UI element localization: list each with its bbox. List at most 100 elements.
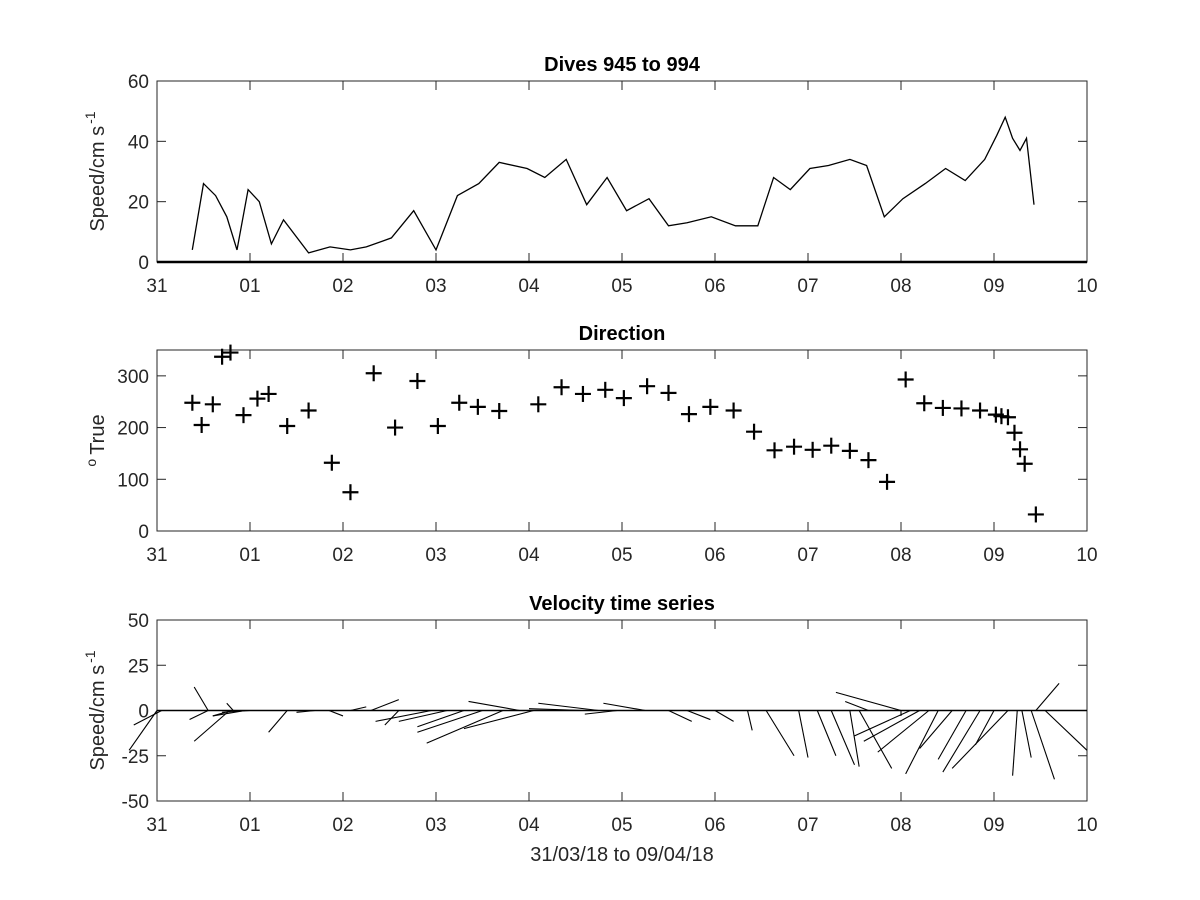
direction-point-31 — [786, 438, 803, 455]
direction-point-16 — [451, 394, 468, 411]
direction-point-28 — [725, 402, 742, 419]
direction-point-45 — [1006, 424, 1023, 441]
direction-point-48 — [1027, 506, 1044, 523]
velocity-stick-16 — [398, 709, 448, 722]
velocity-stick-23 — [538, 702, 599, 712]
y-axis-label-text-1: True — [87, 414, 109, 454]
velocity-stick-47 — [951, 710, 1009, 769]
velocity-stick-43 — [919, 710, 953, 749]
direction-point-4 — [222, 344, 239, 361]
direction-point-15 — [429, 418, 446, 435]
y-tick-label-1-2: 200 — [117, 419, 149, 440]
direction-point-13 — [387, 419, 404, 436]
x-tick-label-1-10: 10 — [1076, 545, 1097, 566]
x-tick-label-2-10: 10 — [1076, 815, 1097, 836]
velocity-stick-3 — [189, 710, 209, 721]
velocity-stick-35 — [858, 710, 893, 769]
x-tick-label-2-4: 04 — [518, 815, 540, 836]
velocity-stick-40 — [863, 710, 920, 742]
velocity-stick-28 — [714, 710, 734, 722]
velocity-stick-13 — [370, 699, 399, 712]
velocity-stick-9 — [268, 710, 288, 733]
y-tick-label-0-2: 40 — [128, 132, 149, 153]
x-tick-label-2-8: 08 — [890, 815, 911, 836]
direction-point-5 — [235, 407, 252, 424]
y-axis-label-sup-0: -1 — [82, 111, 98, 124]
velocity-stick-48 — [1012, 710, 1018, 776]
direction-point-2 — [204, 396, 221, 413]
y-axis-label-sup-2: -1 — [82, 650, 98, 663]
velocity-stick-34 — [849, 710, 860, 767]
y-axis-label-text-0: Speed/cm s — [87, 126, 109, 232]
direction-point-25 — [660, 384, 677, 401]
direction-point-36 — [879, 473, 896, 490]
plot-area-1 — [156, 349, 1088, 532]
x-tick-label-0-0: 31 — [146, 276, 167, 297]
direction-point-38 — [916, 395, 933, 412]
direction-point-32 — [804, 441, 821, 458]
x-tick-label-0-5: 05 — [611, 276, 632, 297]
direction-point-40 — [953, 400, 970, 417]
velocity-stick-45 — [942, 710, 981, 773]
velocity-stick-26 — [668, 710, 692, 722]
y-tick-label-1-0: 0 — [138, 522, 149, 543]
x-tick-label-1-1: 01 — [239, 545, 260, 566]
x-tick-label-0-4: 04 — [518, 276, 540, 297]
x-tick-label-0-7: 07 — [797, 276, 818, 297]
speed-series-line-0 — [191, 115, 1035, 254]
velocity-stick-27 — [686, 709, 711, 721]
y-tick-label-2-4: 50 — [128, 611, 149, 632]
velocity-stick-38 — [835, 691, 902, 712]
x-tick-label-2-6: 06 — [704, 815, 725, 836]
velocity-stick-17 — [417, 709, 465, 728]
velocity-stick-18 — [417, 709, 483, 733]
velocity-stick-51 — [1035, 682, 1060, 711]
velocity-stick-4 — [193, 710, 230, 742]
direction-point-14 — [409, 373, 426, 390]
direction-point-23 — [615, 390, 632, 407]
direction-point-29 — [746, 423, 763, 440]
direction-point-37 — [897, 371, 914, 388]
x-tick-label-1-3: 03 — [425, 545, 446, 566]
velocity-stick-32 — [816, 710, 837, 756]
speed-title: Dives 945 to 994 — [544, 54, 701, 76]
y-tick-label-2-0: -50 — [122, 792, 149, 813]
x-tick-label-1-7: 07 — [797, 545, 818, 566]
direction-point-3 — [214, 348, 231, 365]
x-tick-label-2-3: 03 — [425, 815, 446, 836]
x-tick-label-0-10: 10 — [1076, 276, 1097, 297]
x-tick-label-2-1: 01 — [239, 815, 260, 836]
direction-point-20 — [553, 379, 570, 396]
velocity-stick-22 — [528, 708, 585, 712]
velocity-stick-11 — [328, 709, 344, 717]
x-tick-label-0-2: 02 — [332, 276, 353, 297]
velocity-stick-19 — [426, 709, 504, 744]
direction-title: Direction — [579, 323, 666, 345]
direction-point-39 — [934, 399, 951, 416]
velocity-title: Velocity time series — [529, 593, 715, 615]
direction-point-9 — [300, 402, 317, 419]
x-tick-label-2-5: 05 — [611, 815, 632, 836]
y-tick-label-2-3: 25 — [128, 656, 149, 677]
velocity-stick-29 — [747, 710, 753, 731]
velocity-stick-25 — [603, 702, 646, 712]
direction-point-26 — [680, 406, 697, 423]
velocity-stick-20 — [468, 700, 520, 712]
direction-point-22 — [597, 381, 614, 398]
velocity-stick-1 — [133, 710, 162, 726]
y-axis-label-prefix-1: o — [83, 459, 99, 467]
y-axis-label-1: o True — [83, 414, 109, 466]
direction-point-19 — [530, 396, 547, 413]
y-tick-label-0-0: 0 — [138, 253, 149, 274]
x-tick-label-1-5: 05 — [611, 545, 632, 566]
x-tick-label-1-8: 08 — [890, 545, 911, 566]
velocity-stick-12 — [350, 706, 367, 712]
velocity-stick-36 — [845, 700, 869, 712]
direction-point-12 — [365, 365, 382, 382]
direction-point-21 — [574, 385, 591, 402]
direction-point-1 — [193, 416, 210, 433]
direction-point-47 — [1016, 455, 1033, 472]
x-tick-label-0-9: 09 — [983, 276, 1004, 297]
direction-point-8 — [279, 418, 296, 435]
x-tick-label-0-6: 06 — [704, 276, 725, 297]
